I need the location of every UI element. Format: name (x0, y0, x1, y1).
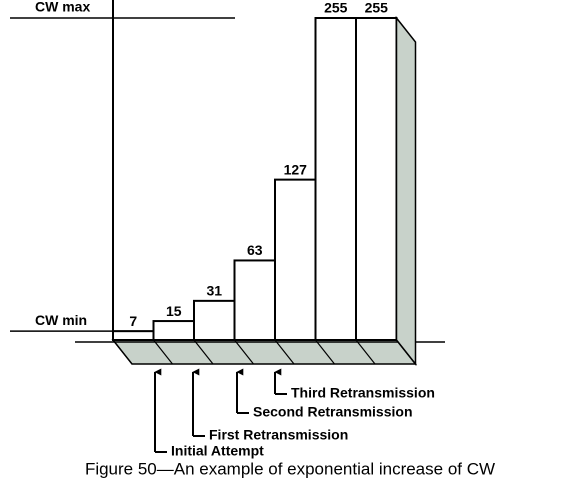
bar (112, 330, 155, 342)
floor-divider (274, 339, 295, 365)
annotation-label: Second Retransmission (253, 404, 413, 420)
bar (355, 17, 398, 341)
floor-divider (355, 339, 376, 365)
value-label: 31 (206, 283, 222, 299)
annotation-label: First Retransmission (209, 427, 348, 443)
value-label: 255 (324, 0, 348, 16)
floor-divider (315, 339, 335, 365)
bar (274, 178, 317, 341)
bar (152, 320, 195, 342)
floor-divider (234, 339, 254, 365)
annotation-label: Third Retransmission (291, 385, 435, 401)
y-tick-label: CW min (35, 312, 87, 328)
floor (111, 339, 418, 365)
value-label: 127 (284, 161, 308, 177)
floor-divider (153, 339, 173, 365)
chart-title: Figure 50—An example of exponential incr… (85, 459, 495, 478)
bar (193, 299, 236, 341)
value-label: 7 (129, 313, 137, 329)
value-label: 15 (166, 303, 182, 319)
y-tick-label: CW max (35, 0, 90, 15)
value-label: 255 (365, 0, 389, 16)
value-label: 63 (247, 242, 263, 258)
floor-divider (193, 339, 214, 365)
floor-divider (112, 339, 133, 365)
bar (233, 259, 276, 341)
annotation-label: Initial Attempt (171, 443, 264, 459)
bar (314, 17, 357, 341)
bar-side (395, 15, 417, 367)
